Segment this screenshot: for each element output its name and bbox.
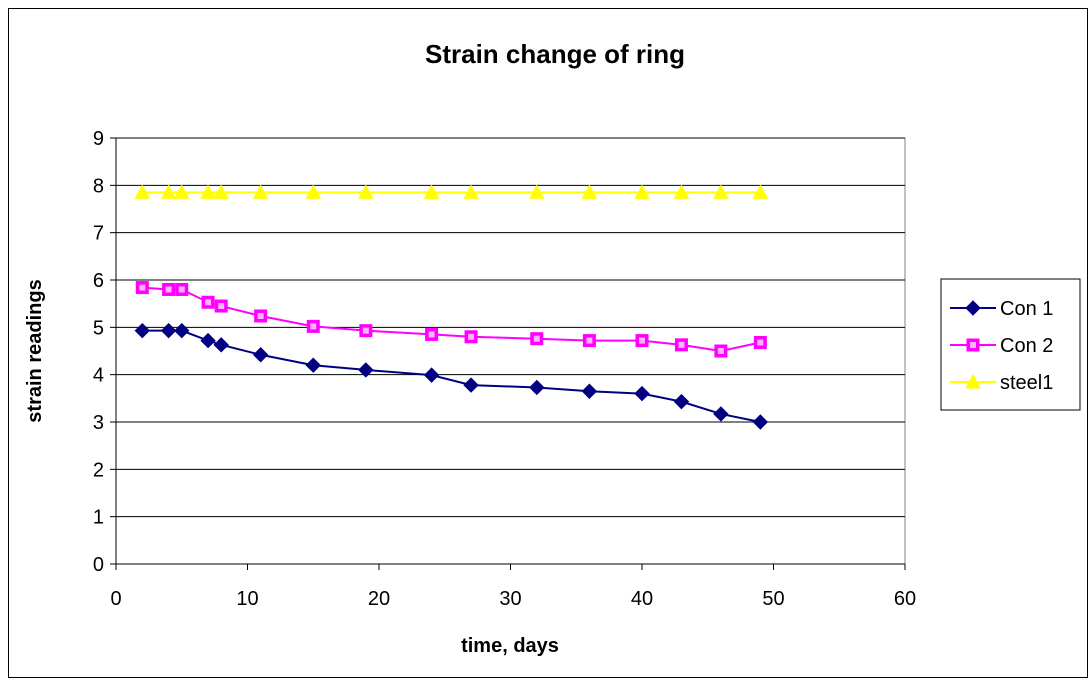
legend-item-con-1: Con 1: [950, 298, 1053, 320]
data-point-con-1: [200, 332, 216, 349]
x-tick-label: 40: [631, 588, 653, 610]
y-tick-label: 9: [93, 128, 104, 150]
legend-label-con-2: Con 2: [1000, 335, 1053, 357]
x-tick-label: 0: [110, 588, 121, 610]
data-point-con-2: [714, 344, 728, 358]
legend-marker-steel1: [965, 373, 981, 389]
data-point-steel1: [200, 184, 216, 199]
data-point-con-2: [254, 309, 268, 323]
x-tick-label: 50: [762, 588, 784, 610]
data-point-con-1: [529, 379, 545, 396]
data-point-con-1: [305, 357, 321, 373]
data-point-con-2: [753, 335, 767, 349]
series-con-1: [134, 322, 769, 430]
data-point-con-1: [673, 393, 690, 410]
x-tick-label: 60: [894, 588, 916, 610]
gridlines: [116, 137, 905, 518]
data-point-steel1: [752, 184, 769, 199]
y-tick-label: 0: [93, 554, 104, 576]
legend-label-steel1: steel1: [1000, 372, 1053, 394]
y-tick-label: 6: [93, 270, 104, 292]
data-point-con-2: [635, 334, 649, 348]
data-point-steel1: [673, 184, 690, 199]
axes: [110, 137, 906, 570]
data-point-steel1: [160, 184, 177, 199]
y-axis-label: strain readings: [24, 279, 46, 422]
data-point-con-2: [162, 282, 176, 296]
data-point-steel1: [358, 184, 374, 199]
series-line-con-1: [142, 329, 761, 423]
data-point-con-2: [135, 281, 149, 295]
data-point-steel1: [634, 184, 650, 199]
data-point-con-1: [358, 362, 374, 378]
data-point-con-1: [463, 377, 479, 393]
series-steel1: [134, 184, 769, 199]
series-line-con-2: [142, 286, 761, 353]
data-point-con-2: [306, 319, 320, 333]
data-point-con-2: [582, 334, 596, 348]
data-point-con-2: [674, 338, 688, 352]
x-tick-label: 10: [236, 588, 258, 610]
y-tick-label: 1: [93, 507, 104, 529]
data-point-con-1: [160, 322, 177, 339]
data-point-con-1: [713, 406, 729, 422]
data-point-steel1: [463, 184, 479, 199]
legend-item-steel1: steel1: [950, 372, 1053, 394]
data-point-steel1: [213, 184, 230, 199]
data-point-con-2: [175, 282, 189, 296]
x-tick-label: 30: [499, 588, 521, 610]
series-con-2: [135, 281, 767, 358]
legend-marker-con-1: [965, 300, 981, 316]
legend-item-con-2: Con 2: [950, 335, 1053, 357]
y-tick-labels: 0 1 2 3 4 5 6 7 8 9: [93, 128, 104, 576]
plot-area: [115, 137, 906, 565]
data-point-steel1: [305, 184, 322, 199]
y-tick-label: 3: [93, 412, 104, 434]
y-tick-label: 5: [93, 317, 104, 339]
legend: Con 1 Con 2 steel1: [940, 278, 1081, 411]
y-tick-label: 4: [93, 365, 104, 387]
data-point-steel1: [173, 184, 190, 199]
data-point-steel1: [252, 184, 269, 199]
data-point-con-1: [213, 337, 229, 353]
series-layer: [134, 184, 769, 430]
data-point-steel1: [713, 184, 729, 199]
y-tick-label: 7: [93, 223, 104, 245]
x-tick-labels: 0 10 20 30 40 50 60: [110, 588, 916, 610]
data-point-steel1: [528, 184, 545, 199]
chart-title: Strain change of ring: [425, 39, 685, 69]
data-point-con-1: [581, 383, 598, 399]
data-point-con-1: [423, 367, 440, 383]
data-point-con-1: [134, 322, 151, 339]
x-axis-label: time, days: [461, 635, 559, 657]
data-point-steel1: [134, 184, 151, 199]
legend-label-con-1: Con 1: [1000, 298, 1053, 320]
data-point-con-1: [634, 385, 650, 402]
legend-marker-con-2: [966, 338, 980, 352]
x-tick-label: 20: [368, 588, 390, 610]
data-point-con-2: [530, 332, 544, 346]
data-point-con-2: [464, 330, 478, 344]
data-point-steel1: [581, 184, 598, 199]
data-point-con-2: [359, 324, 373, 338]
data-point-con-1: [252, 347, 269, 363]
y-tick-label: 2: [93, 459, 104, 481]
data-point-con-2: [425, 327, 439, 341]
data-point-con-1: [174, 322, 190, 339]
data-point-steel1: [423, 184, 440, 199]
data-point-con-1: [752, 414, 769, 430]
data-point-con-2: [214, 299, 228, 313]
y-tick-label: 8: [93, 175, 104, 197]
data-point-con-2: [201, 295, 215, 309]
